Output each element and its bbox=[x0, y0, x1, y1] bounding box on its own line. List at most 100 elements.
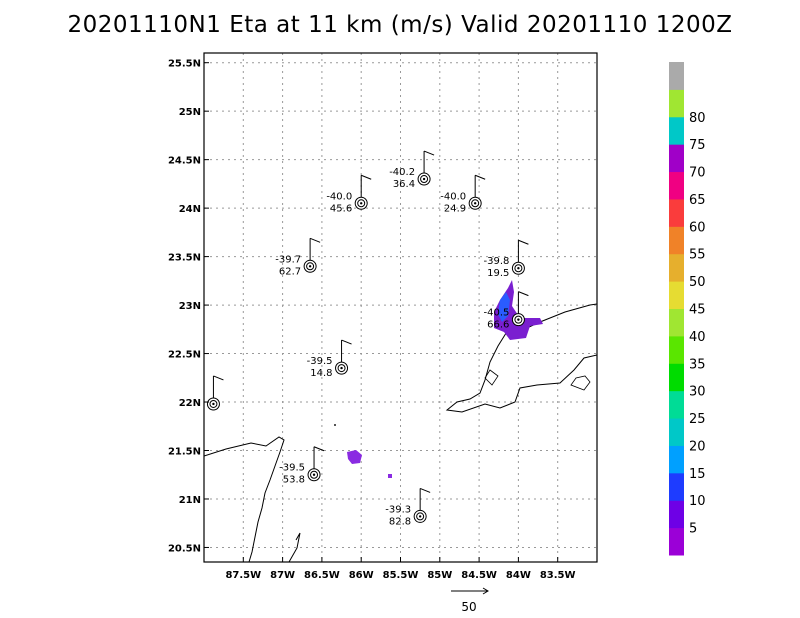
colorbar-swatch bbox=[669, 335, 684, 364]
wind-barb-flag bbox=[474, 174, 486, 180]
lat-tick-label: 21.5N bbox=[168, 447, 201, 458]
colorbar-label: 10 bbox=[689, 494, 706, 509]
station-marker-dot bbox=[308, 265, 312, 268]
station-marker-inner bbox=[306, 262, 315, 271]
station-marker-inner bbox=[337, 364, 346, 373]
cloud-patch-cuba-blue bbox=[498, 292, 510, 322]
station-temperature: -40.0 bbox=[440, 191, 466, 202]
wind-barb-flag bbox=[313, 446, 325, 452]
colorbar-swatch bbox=[669, 527, 684, 556]
lat-tick-label: 21N bbox=[179, 495, 201, 506]
station-value: 66.6 bbox=[487, 320, 509, 331]
colorbar-swatch bbox=[669, 390, 684, 419]
wind-station: -40.024.9 bbox=[440, 174, 486, 214]
wind-station: -39.382.8 bbox=[385, 487, 431, 527]
station-marker-inner bbox=[514, 264, 523, 273]
colorbar-swatch bbox=[669, 198, 684, 227]
convective-cloud-patches bbox=[334, 280, 543, 478]
station-value: 62.7 bbox=[279, 266, 301, 277]
station-marker-inner bbox=[357, 199, 366, 208]
lon-tick-label: 85.5W bbox=[383, 570, 419, 581]
lon-tick-label: 84W bbox=[506, 570, 531, 581]
lat-tick-label: 24.5N bbox=[168, 156, 201, 167]
lat-tick-label: 20.5N bbox=[168, 543, 201, 554]
lon-tick-label: 86W bbox=[349, 570, 374, 581]
colorbar-label: 25 bbox=[689, 412, 706, 427]
wind-barb-flag bbox=[309, 237, 321, 243]
colorbar-label: 55 bbox=[689, 248, 706, 263]
colorbar-swatch bbox=[669, 89, 684, 118]
reference-vector-label: 50 bbox=[461, 600, 476, 614]
colorbar-label: 75 bbox=[689, 138, 706, 153]
wind-station: -39.514.8 bbox=[307, 339, 352, 379]
cozumel-coastline bbox=[288, 532, 301, 562]
station-value: 45.6 bbox=[330, 203, 352, 214]
colorbar-swatch bbox=[669, 472, 684, 501]
colorbar-label: 70 bbox=[689, 166, 706, 181]
colorbar-legend: 5 10 15 20 25 30 35 40 45 50 55 60 65 70 75 80 bbox=[669, 62, 706, 556]
colorbar-swatch bbox=[669, 144, 684, 173]
wind-station: -40.045.6 bbox=[326, 174, 372, 214]
colorbar-label: 35 bbox=[689, 357, 706, 372]
colorbar-swatch bbox=[669, 171, 684, 200]
station-marker-dot bbox=[418, 515, 422, 518]
colorbar-label: 40 bbox=[689, 330, 706, 345]
station-value: 19.5 bbox=[487, 268, 509, 279]
station-temperature: -39.3 bbox=[385, 504, 411, 515]
lon-tick-label: 87.5W bbox=[225, 570, 261, 581]
reference-vector: 50 bbox=[451, 587, 489, 614]
colorbar-swatch bbox=[669, 253, 684, 282]
station-marker-inner bbox=[416, 512, 425, 521]
wind-barb-flag bbox=[213, 375, 224, 381]
lon-tick-label: 87W bbox=[270, 570, 295, 581]
yucatan-coastline bbox=[204, 436, 285, 562]
station-marker-inner bbox=[471, 199, 480, 208]
station-temperature: -39.8 bbox=[484, 256, 510, 267]
wind-barb-flag bbox=[361, 174, 372, 180]
wind-station: -40.566.6 bbox=[484, 291, 529, 331]
colorbar-label: 15 bbox=[689, 467, 706, 482]
station-temperature: -40.2 bbox=[389, 167, 415, 178]
reference-arrow-head bbox=[482, 587, 489, 595]
station-temperature: -39.5 bbox=[279, 463, 305, 474]
station-marker-dot bbox=[422, 177, 426, 181]
lat-tick-label: 22.5N bbox=[168, 350, 201, 361]
lat-tick-label: 25N bbox=[179, 107, 201, 118]
station-value: 14.8 bbox=[310, 368, 332, 379]
chart-title: 20201110N1 Eta at 11 km (m/s) Valid 2020… bbox=[67, 12, 733, 38]
station-value: 82.8 bbox=[389, 516, 411, 527]
station-marker-dot bbox=[473, 202, 477, 205]
colorbar-label: 65 bbox=[689, 193, 706, 208]
station-marker-dot bbox=[212, 402, 215, 406]
cloud-patch-small bbox=[388, 474, 392, 478]
colorbar-swatch bbox=[669, 418, 684, 446]
wind-barb-flag bbox=[341, 339, 352, 345]
cayman-islands bbox=[570, 375, 591, 391]
cloud-patch-gulf bbox=[347, 450, 362, 464]
colorbar-swatch bbox=[669, 445, 684, 474]
colorbar-label: 45 bbox=[689, 303, 706, 318]
wind-station: -40.236.4 bbox=[389, 150, 435, 190]
lat-tick-label: 24N bbox=[179, 204, 201, 215]
lat-lon-grid bbox=[204, 53, 597, 562]
lon-tick-label: 84.5W bbox=[461, 570, 497, 581]
lon-tick-label: 85W bbox=[427, 570, 452, 581]
colorbar-swatch bbox=[669, 62, 684, 90]
station-temperature: -40.5 bbox=[484, 308, 510, 319]
colorbar-swatch bbox=[669, 308, 684, 337]
lat-tick-label: 23.5N bbox=[168, 253, 201, 264]
station-marker-dot bbox=[312, 473, 316, 476]
wind-barb-flag bbox=[518, 239, 529, 245]
lon-tick-label: 86.5W bbox=[304, 570, 340, 581]
wind-barb-flag bbox=[423, 150, 435, 156]
station-marker-dot bbox=[517, 318, 520, 321]
lat-tick-label: 22N bbox=[179, 398, 201, 409]
lat-tick-label: 25.5N bbox=[168, 59, 201, 70]
colorbar-swatch bbox=[669, 281, 684, 309]
cloud-patch-dot bbox=[334, 424, 336, 426]
station-marker-dot bbox=[340, 366, 343, 370]
colorbar-swatch bbox=[669, 226, 684, 255]
station-marker-inner bbox=[420, 175, 429, 184]
station-value: 24.9 bbox=[444, 203, 466, 214]
